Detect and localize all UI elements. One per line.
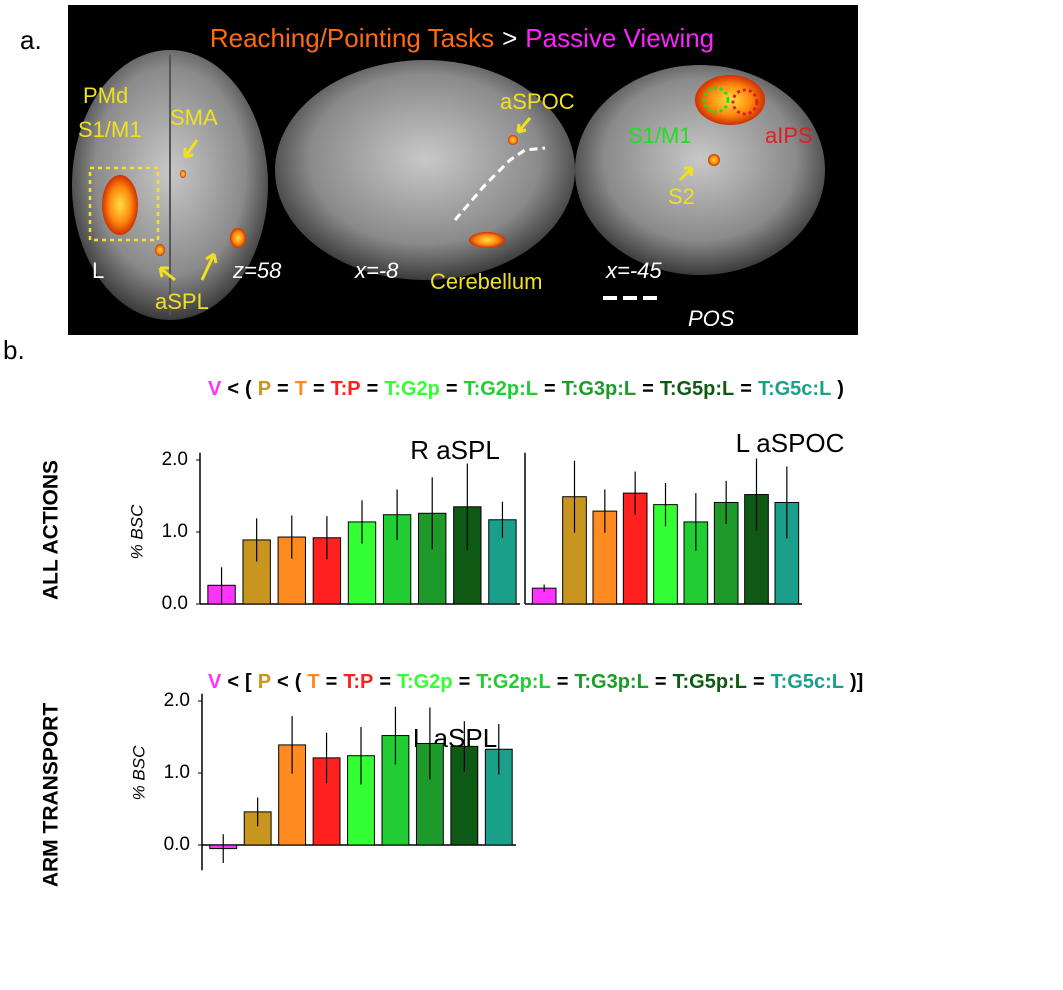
formula-token: ) [837, 378, 844, 400]
formula-token: T:G2p [384, 378, 440, 400]
formula-token: T [295, 378, 307, 400]
brain-label: S2 [668, 184, 695, 209]
formula-token: P [258, 671, 271, 693]
row-label: ARM TRANSPORT [40, 703, 63, 887]
formula-token: T:G5p:L [673, 671, 747, 693]
formula-token: )] [850, 671, 863, 693]
formula-token: < [227, 671, 239, 693]
brain-label: x=-45 [605, 258, 662, 283]
formula-token: V [208, 378, 222, 400]
formula-token: = [277, 378, 289, 400]
brain-label: aSPL [155, 289, 209, 314]
formula-token: = [446, 378, 458, 400]
y-tick-label: 2.0 [162, 449, 188, 470]
formula-token: [ [245, 671, 252, 693]
title-part: > [502, 23, 517, 53]
formula-token: = [740, 378, 752, 400]
chart-title: R aSPL [410, 435, 500, 465]
formula-token: T:G3p:L [562, 378, 636, 400]
formula-token: T:G5c:L [771, 671, 844, 693]
brain-label: S1/M1 [78, 117, 142, 142]
brain-label: aSPOC [500, 89, 575, 114]
brain-label: x=-8 [354, 258, 399, 283]
figure: a. Reaching/Pointing Tasks > Passive Viewin… [0, 0, 1063, 990]
brain-label: PMd [83, 83, 128, 108]
chart-title: L aSPOC [736, 428, 845, 458]
formula-token: T:G2p:L [476, 671, 550, 693]
y-tick-label: 1.0 [164, 762, 190, 783]
formula-token: T:G2p:L [464, 378, 538, 400]
formula-token: = [379, 671, 391, 693]
formula-token: T:P [343, 671, 373, 693]
formula-token: T [307, 671, 319, 693]
brain-label: SMA [170, 105, 218, 130]
formula-token: = [642, 378, 654, 400]
formula-token: < [227, 378, 239, 400]
formula-token: = [367, 378, 379, 400]
formula-token: ( [245, 378, 252, 400]
formula-token: T:G2p [397, 671, 453, 693]
y-tick-label: 1.0 [162, 521, 188, 542]
y-axis-label: % BSC [127, 504, 146, 560]
formula-token: T:P [331, 378, 361, 400]
formula-token: T:G3p:L [574, 671, 648, 693]
formula-token: V [208, 671, 222, 693]
y-tick-label: 2.0 [164, 690, 190, 711]
formula-token: = [655, 671, 667, 693]
panel-label: b. [3, 335, 25, 365]
formula: V<(P=T=T:P=T:G2p=T:G2p:L=T:G3p:L=T:G5p:L… [208, 378, 844, 400]
brain-label: POS [688, 306, 735, 331]
brain-label: Cerebellum [430, 269, 543, 294]
y-tick-label: 0.0 [164, 834, 190, 855]
brain-label: z=58 [232, 258, 282, 283]
brain-label: S1/M1 [628, 123, 692, 148]
y-tick-label: 0.0 [162, 593, 188, 614]
formula-token: T:G5p:L [660, 378, 734, 400]
row-label: ALL ACTIONS [40, 460, 63, 600]
formula: V<[P<(T=T:P=T:G2p=T:G2p:L=T:G3p:L=T:G5p:… [208, 671, 863, 693]
formula-token: = [326, 671, 338, 693]
formula-token: = [313, 378, 325, 400]
formula-token: = [459, 671, 471, 693]
formula-token: < [277, 671, 289, 693]
brain-label: aIPS [765, 123, 813, 148]
formula-token: ( [295, 671, 302, 693]
formula-token: = [753, 671, 765, 693]
y-axis-label: % BSC [129, 745, 148, 801]
title-part: Reaching/Pointing Tasks [210, 23, 494, 53]
title-part: Passive Viewing [525, 23, 714, 53]
panel-title: Reaching/Pointing Tasks > Passive Viewing [210, 23, 714, 53]
formula-token: T:G5c:L [758, 378, 831, 400]
panel-label: a. [20, 25, 42, 55]
formula-token: = [557, 671, 569, 693]
brain-label: L [92, 258, 104, 283]
formula-token: P [258, 378, 271, 400]
formula-token: = [544, 378, 556, 400]
